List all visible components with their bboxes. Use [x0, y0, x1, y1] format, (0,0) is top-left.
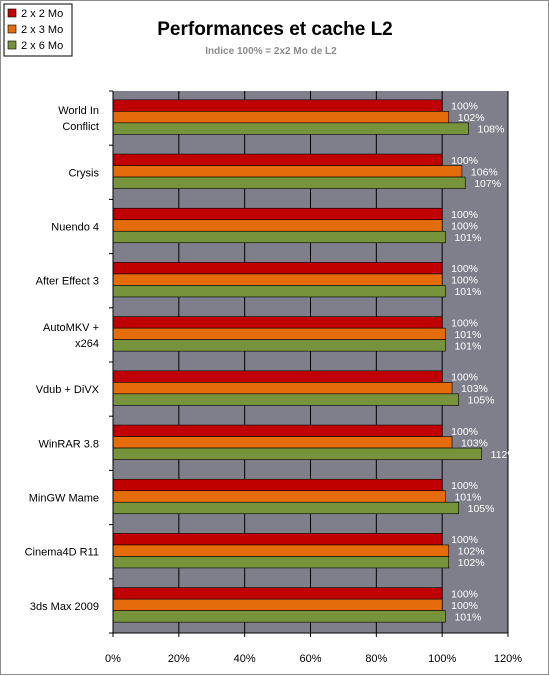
bar	[112, 262, 443, 275]
legend: 2 x 2 Mo 2 x 3 Mo 2 x 6 Mo	[3, 3, 73, 57]
data-label: 100%	[451, 275, 478, 287]
legend-swatch	[7, 40, 17, 50]
bar	[112, 285, 446, 298]
data-label: 103%	[461, 437, 488, 449]
bar	[112, 207, 443, 221]
category-label: After Effect 3	[36, 276, 99, 288]
bar	[112, 316, 443, 329]
data-label: 100%	[451, 426, 478, 438]
x-tick-label: 100%	[428, 653, 456, 665]
data-label: 100%	[451, 588, 478, 600]
x-tick-label: 60%	[299, 653, 321, 665]
bar	[112, 587, 443, 600]
category-label: AutoMKV +	[43, 322, 99, 334]
bar	[112, 122, 469, 135]
bar	[112, 327, 446, 340]
legend-label: 2 x 3 Mo	[21, 24, 63, 36]
legend-label: 2 x 6 Mo	[21, 40, 63, 52]
data-label: 107%	[474, 178, 501, 190]
data-label: 100%	[451, 480, 478, 492]
bar	[112, 176, 466, 189]
data-label: 105%	[468, 395, 495, 407]
bar	[112, 273, 443, 286]
data-label: 102%	[458, 557, 485, 569]
legend-swatch	[7, 24, 17, 34]
bar	[112, 533, 443, 546]
data-label: 100%	[451, 317, 478, 329]
data-label: 108%	[478, 124, 505, 136]
bar	[112, 436, 453, 449]
bar	[112, 501, 459, 515]
data-label: 112%	[491, 449, 517, 461]
category-label: Nuendo 4	[51, 222, 99, 234]
x-tick-label: 120%	[494, 653, 522, 665]
category-label: Conflict	[62, 121, 99, 133]
data-label: 100%	[451, 221, 478, 233]
category-labels: World In Conflict Crysis Nuendo 4 After Effe…	[25, 105, 100, 613]
bar	[112, 598, 443, 611]
category-label: MinGW Mame	[29, 493, 99, 505]
data-label: 106%	[471, 166, 498, 178]
x-tick-label: 0%	[105, 653, 121, 665]
bar	[112, 153, 443, 166]
bar	[112, 424, 443, 437]
category-label: Cinema4D R11	[25, 547, 99, 559]
bar	[112, 219, 443, 232]
chart-title: Performances et cache L2	[157, 19, 393, 40]
category-label: WinRAR 3.8	[38, 438, 99, 450]
data-label: 105%	[468, 503, 495, 515]
bar	[112, 370, 443, 383]
x-tick-label: 40%	[234, 653, 256, 665]
data-labels: 100%102%108%100%106%107%100%100%101%100%…	[451, 101, 517, 624]
data-label: 101%	[454, 232, 481, 244]
category-label: Vdub + DiVX	[36, 384, 100, 396]
data-label: 101%	[454, 286, 481, 298]
bar	[112, 339, 446, 352]
bar	[112, 447, 482, 460]
data-label: 103%	[461, 383, 488, 395]
bar	[112, 478, 443, 492]
data-label: 100%	[451, 209, 478, 221]
data-label: 101%	[454, 329, 481, 341]
data-label: 100%	[451, 263, 478, 275]
x-tick-label: 80%	[365, 653, 387, 665]
data-label: 102%	[458, 546, 485, 558]
chart-subtitle: Indice 100% = 2x2 Mo de L2	[205, 46, 337, 57]
legend-label: 2 x 2 Mo	[21, 8, 63, 20]
data-label: 100%	[451, 155, 478, 167]
bar	[112, 111, 450, 124]
bar	[112, 490, 446, 503]
data-label: 102%	[458, 112, 485, 124]
x-axis: 0% 20% 40% 60% 80% 100% 120%	[105, 90, 522, 665]
x-tick-label: 20%	[168, 653, 190, 665]
data-label: 101%	[454, 611, 481, 623]
data-label: 100%	[451, 101, 478, 113]
category-label: x264	[75, 338, 99, 350]
bar	[112, 165, 463, 178]
bar	[112, 556, 450, 569]
bar	[112, 382, 453, 395]
data-label: 100%	[451, 534, 478, 546]
bar	[112, 99, 443, 112]
data-label: 101%	[454, 492, 481, 504]
bar	[112, 230, 446, 244]
bar	[112, 393, 459, 406]
data-label: 100%	[451, 600, 478, 612]
data-label: 101%	[454, 340, 481, 352]
data-label: 100%	[451, 372, 478, 384]
bar	[112, 544, 450, 557]
category-label: 3ds Max 2009	[30, 601, 99, 613]
legend-swatch	[7, 8, 17, 18]
bar	[112, 610, 446, 623]
category-label: World In	[58, 105, 99, 117]
category-label: Crysis	[68, 167, 99, 179]
